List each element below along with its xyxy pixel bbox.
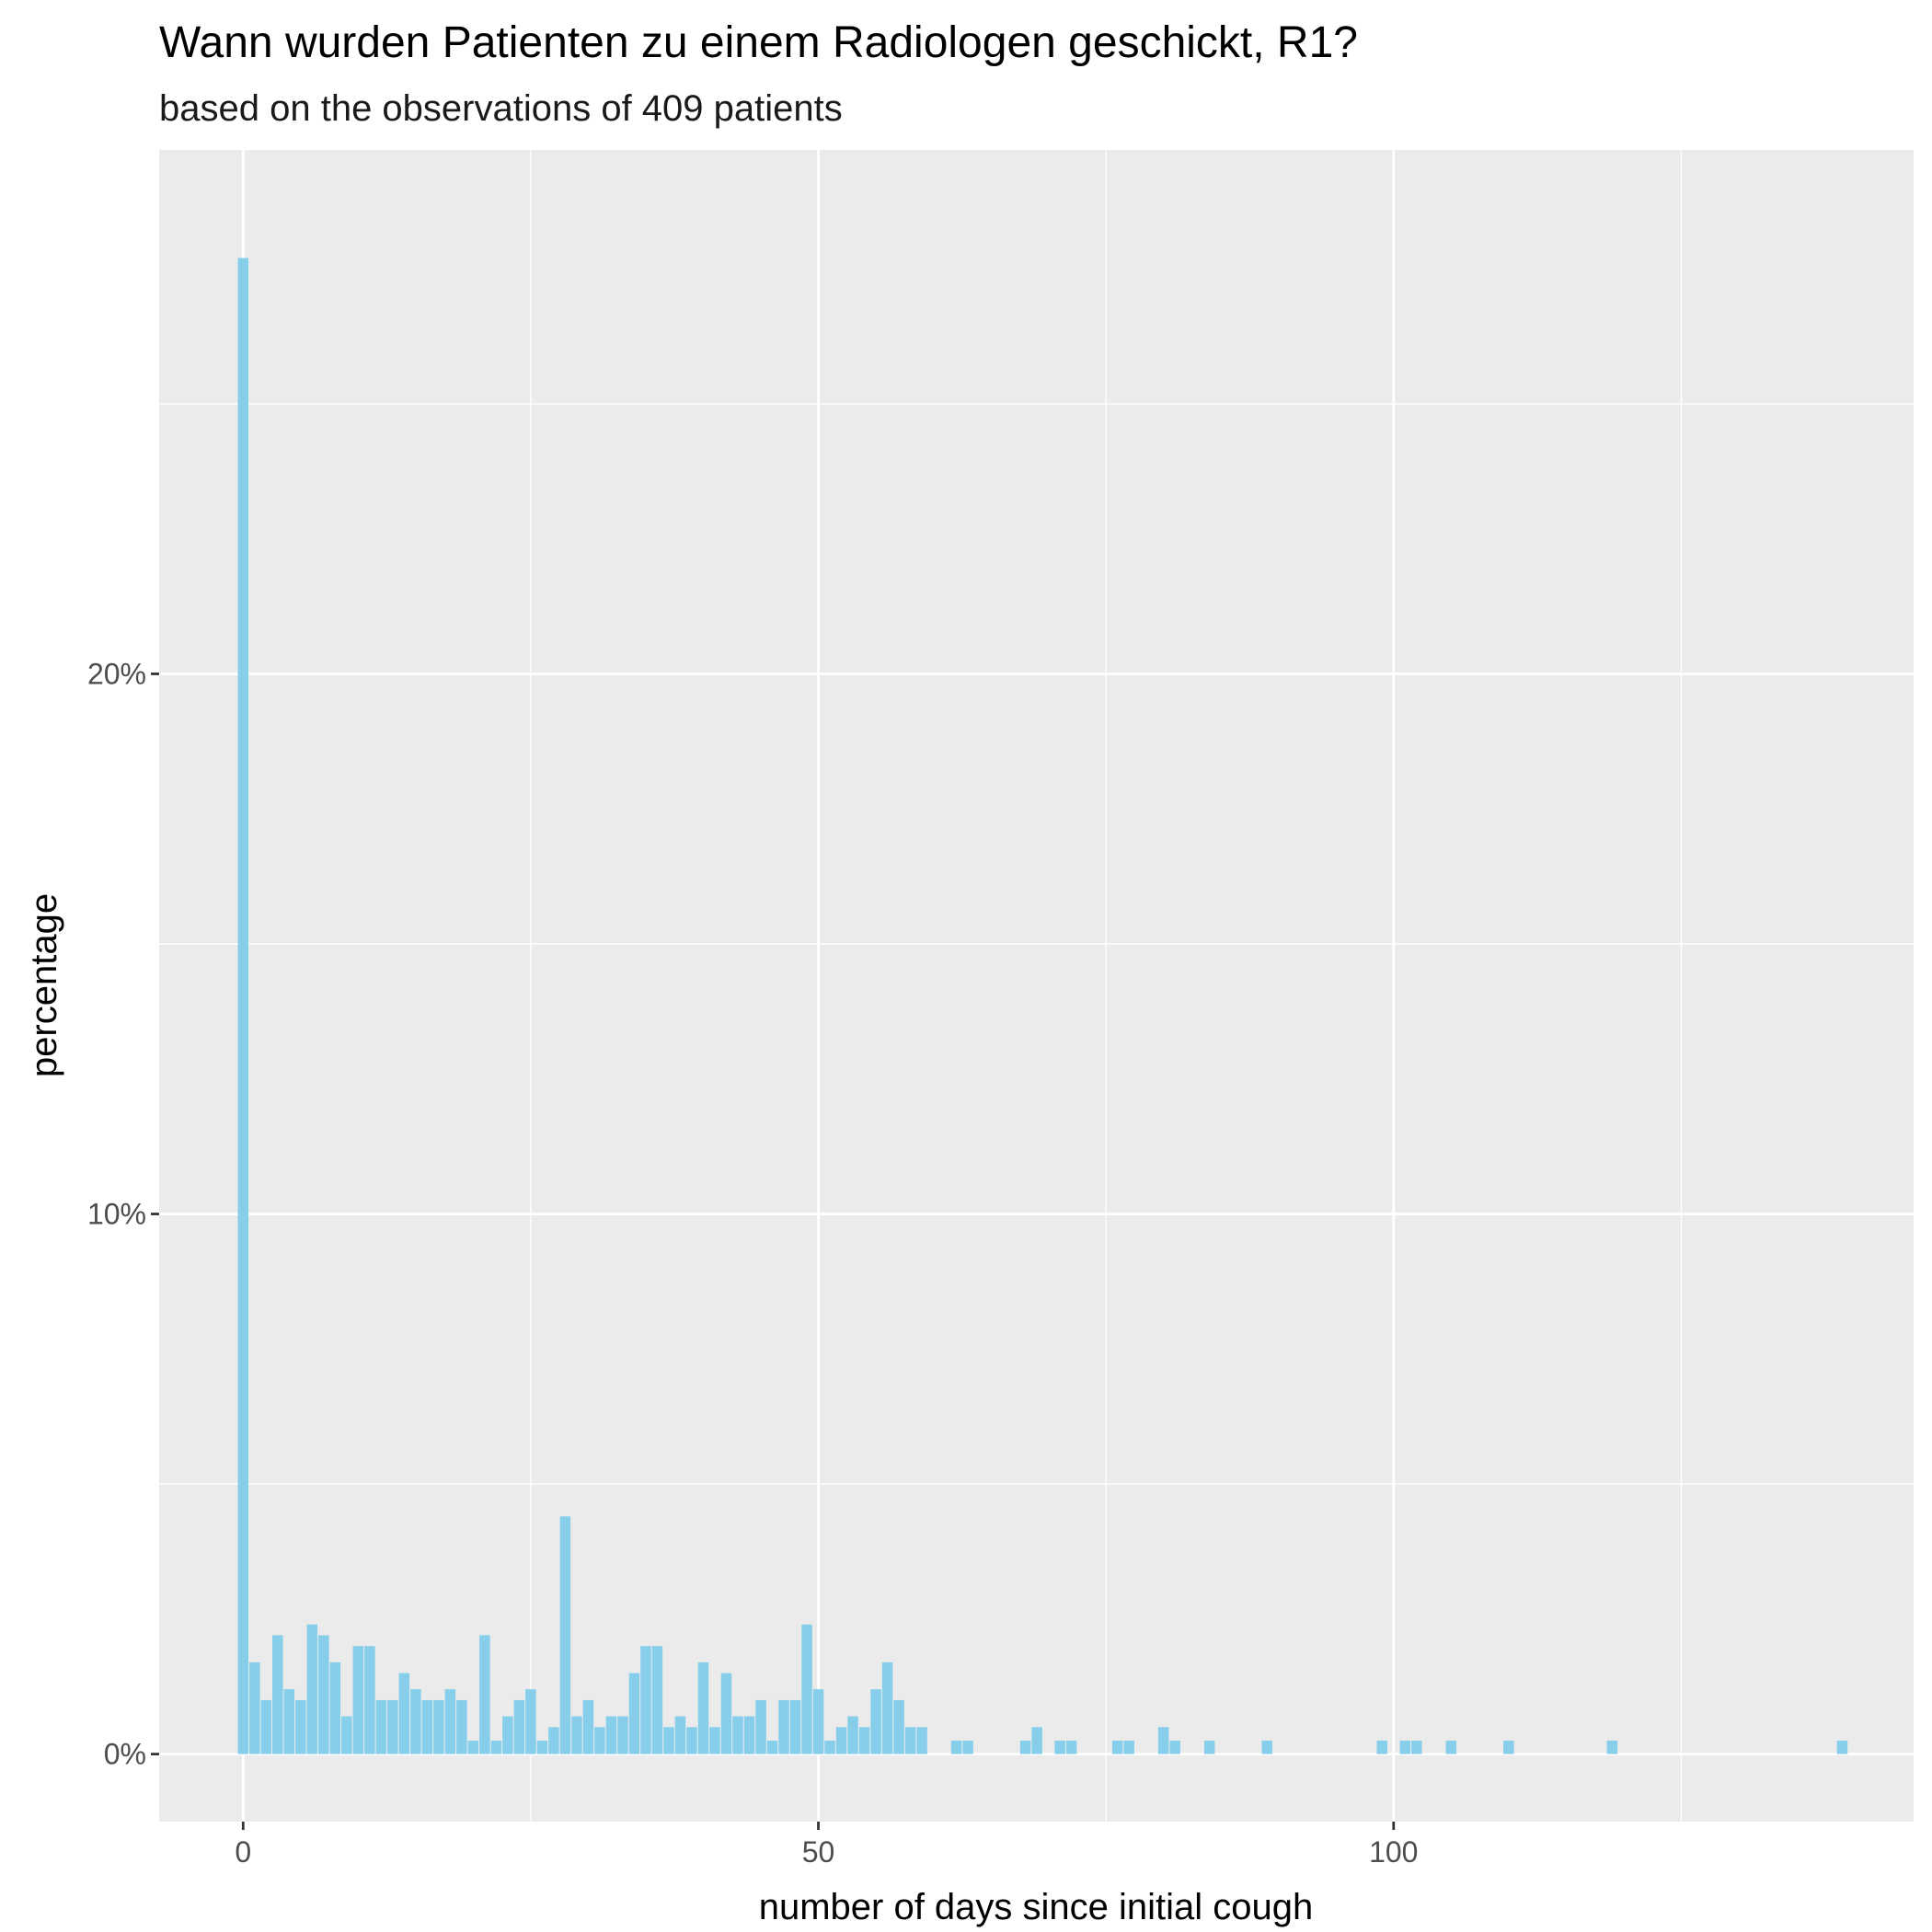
bar [1054,1740,1065,1754]
y-axis-title: percentage [24,893,64,1077]
bar [352,1646,364,1754]
bar [743,1716,755,1754]
bar [605,1716,617,1754]
bar [1111,1740,1123,1754]
bar [628,1673,640,1754]
x-tick-label: 100 [1369,1835,1418,1869]
bar [1445,1740,1457,1754]
bar [1031,1727,1042,1754]
bar [640,1646,651,1754]
bar [398,1673,410,1754]
bar [525,1689,536,1754]
bar [1065,1740,1077,1754]
bar [870,1689,881,1754]
bar [789,1699,801,1754]
bar [686,1727,697,1754]
chart-subtitle: based on the observations of 409 patient… [159,88,843,129]
bar [916,1727,927,1754]
bar [410,1689,421,1754]
bar [467,1740,479,1754]
bar [881,1662,893,1754]
bar [456,1699,467,1754]
bar [1157,1727,1169,1754]
y-tick-label: 0% [104,1738,146,1771]
bar [1203,1740,1215,1754]
y-axis: 0% 10% 20% [87,657,159,1771]
chart-title: Wann wurden Patienten zu einem Radiologe… [159,18,1358,67]
bar [835,1727,847,1754]
bar [1503,1740,1514,1754]
x-tick-label: 0 [235,1835,251,1869]
bar [548,1727,559,1754]
bar [766,1740,778,1754]
bar [1169,1740,1180,1754]
bar [847,1716,858,1754]
bar [1376,1740,1388,1754]
bar [249,1662,260,1754]
minor-gridlines [159,150,1914,1822]
bar [1123,1740,1134,1754]
bar [237,258,249,1754]
bar [513,1699,525,1754]
bar [421,1699,433,1754]
bar [387,1699,398,1754]
bar [502,1716,513,1754]
bar [1399,1740,1411,1754]
bar [858,1727,870,1754]
bar [904,1727,916,1754]
bar [1411,1740,1422,1754]
bar [375,1699,387,1754]
bar [594,1727,605,1754]
bar [1836,1740,1848,1754]
bar-series [237,258,1848,1754]
bar [651,1646,663,1754]
bar [893,1699,904,1754]
bar [1019,1740,1031,1754]
bar [306,1624,318,1754]
bar [755,1699,766,1754]
bar [663,1727,674,1754]
bar [559,1516,571,1754]
bar [1261,1740,1272,1754]
bar [536,1740,548,1754]
bar [950,1740,962,1754]
bar [778,1699,789,1754]
bar [479,1635,490,1754]
bar [490,1740,502,1754]
bar [709,1727,720,1754]
y-tick-label: 20% [87,657,146,690]
bar [697,1662,709,1754]
bar [341,1716,352,1754]
bar [272,1635,283,1754]
plot-panel [159,150,1914,1822]
x-axis-title: number of days since initial cough [759,1887,1314,1927]
x-tick-label: 50 [802,1835,835,1869]
bar [283,1689,295,1754]
bar [962,1740,973,1754]
bar [433,1699,444,1754]
bar [571,1716,582,1754]
bar [260,1699,272,1754]
y-tick-label: 10% [87,1198,146,1231]
bar [364,1646,375,1754]
bar [801,1624,812,1754]
bar [1606,1740,1618,1754]
bar [732,1716,743,1754]
bar [444,1689,456,1754]
bar [674,1716,686,1754]
bar [582,1699,594,1754]
bar [720,1673,732,1754]
bar [617,1716,628,1754]
bar [824,1740,835,1754]
bar [295,1699,306,1754]
bar [329,1662,341,1754]
x-axis: 0 50 100 [235,1822,1418,1869]
bar [318,1635,329,1754]
bar [812,1689,824,1754]
